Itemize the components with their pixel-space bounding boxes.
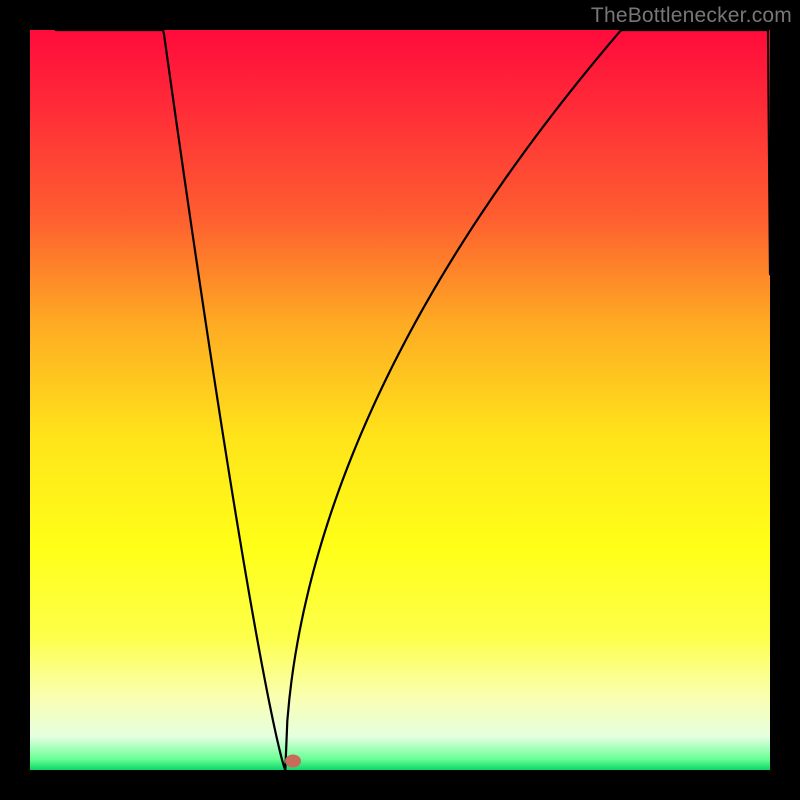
- watermark-text: TheBottlenecker.com: [591, 4, 792, 28]
- bottleneck-curve: [30, 30, 770, 770]
- optimum-marker: [285, 755, 301, 768]
- plot-area: [30, 30, 770, 770]
